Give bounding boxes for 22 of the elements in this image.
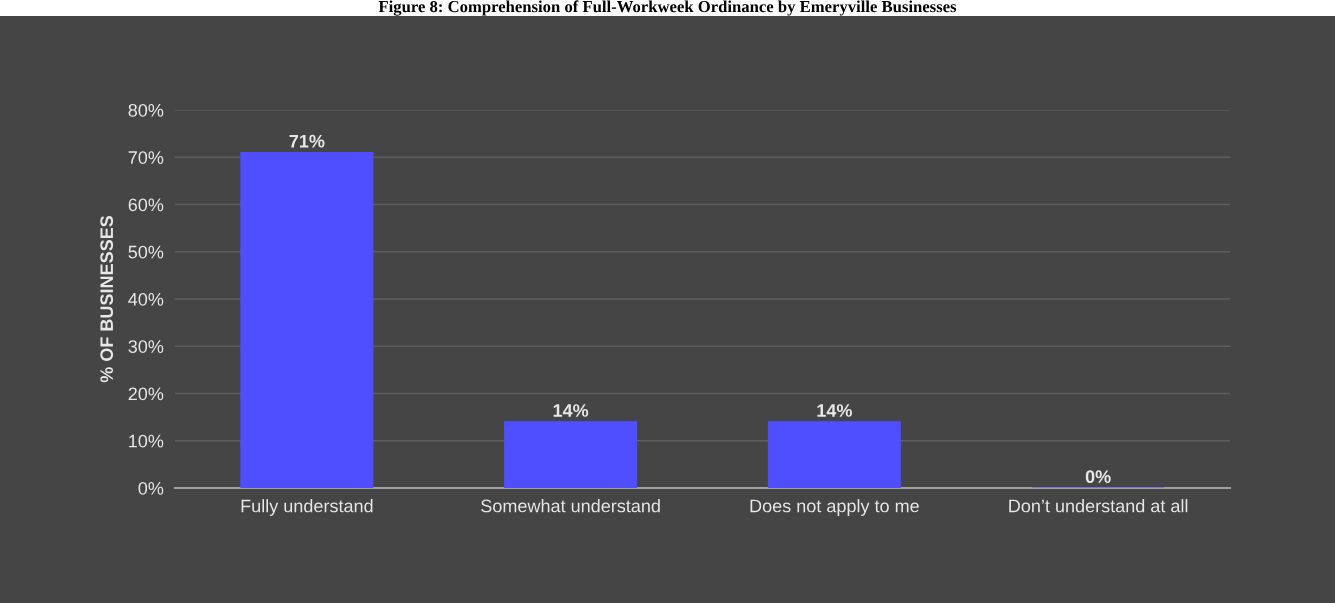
bar (767, 421, 901, 488)
x-tick-label: Fully understand (241, 499, 373, 516)
bar (240, 151, 374, 488)
x-tick-label: Somewhat understand (481, 499, 660, 513)
data-label: 14% (817, 404, 852, 417)
chart-title: Figure 8: Comprehension of Full-Workweek Ordinance by Emeryville Businesses (378, 0, 957, 16)
y-tick-label: 50% (128, 245, 164, 259)
y-tick-label: 0% (138, 481, 164, 495)
x-tick-label: Does not apply to me (750, 499, 919, 516)
y-tick-label: 20% (128, 387, 164, 401)
data-label: 0% (1085, 470, 1111, 484)
x-tick-label: Don’t understand at all (1009, 499, 1188, 513)
data-label: 71% (289, 134, 325, 148)
data-label: 14% (553, 404, 589, 417)
bar (504, 421, 638, 488)
y-tick-label: 70% (128, 151, 164, 164)
y-tick-label: 80% (128, 103, 164, 117)
y-axis-title: % OF BUSINESSES (100, 215, 114, 383)
y-tick-label: 10% (129, 434, 164, 448)
y-tick-label: 30% (128, 340, 164, 353)
y-tick-label: 40% (128, 292, 164, 306)
y-tick-label: 60% (128, 198, 164, 212)
